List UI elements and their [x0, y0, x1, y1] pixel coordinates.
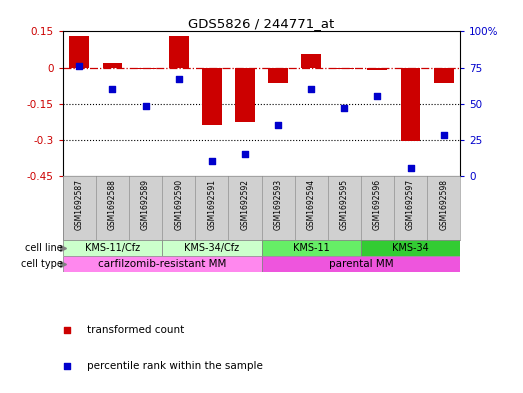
- Text: GSM1692597: GSM1692597: [406, 179, 415, 230]
- Text: carfilzomib-resistant MM: carfilzomib-resistant MM: [98, 259, 226, 269]
- Text: KMS-11/Cfz: KMS-11/Cfz: [85, 243, 140, 253]
- Point: [75, 63, 84, 69]
- Bar: [70, 36, 89, 68]
- Text: KMS-34/Cfz: KMS-34/Cfz: [184, 243, 240, 253]
- Bar: [434, 68, 453, 83]
- Bar: [334, 68, 354, 69]
- Bar: [368, 68, 388, 70]
- Title: GDS5826 / 244771_at: GDS5826 / 244771_at: [188, 17, 335, 30]
- Bar: [63, 256, 262, 272]
- Text: parental MM: parental MM: [328, 259, 393, 269]
- Bar: [268, 68, 288, 83]
- Text: GSM1692595: GSM1692595: [340, 179, 349, 230]
- Bar: [135, 68, 155, 69]
- Point: [63, 363, 71, 369]
- Text: percentile rank within the sample: percentile rank within the sample: [87, 361, 263, 371]
- Text: GSM1692598: GSM1692598: [439, 179, 448, 230]
- Point: [439, 132, 448, 138]
- Bar: [401, 68, 420, 141]
- Text: KMS-34: KMS-34: [392, 243, 429, 253]
- Text: GSM1692596: GSM1692596: [373, 179, 382, 230]
- Point: [241, 151, 249, 157]
- Point: [307, 86, 315, 92]
- Point: [274, 122, 282, 129]
- Point: [373, 93, 382, 99]
- Text: GSM1692594: GSM1692594: [306, 179, 316, 230]
- Text: GSM1692589: GSM1692589: [141, 179, 150, 230]
- Text: transformed count: transformed count: [87, 325, 184, 335]
- Point: [175, 76, 183, 82]
- Bar: [361, 240, 460, 256]
- Bar: [63, 240, 162, 256]
- Text: KMS-11: KMS-11: [293, 243, 329, 253]
- Bar: [262, 240, 361, 256]
- Point: [63, 327, 71, 333]
- Text: GSM1692591: GSM1692591: [207, 179, 217, 230]
- Bar: [262, 256, 460, 272]
- Point: [406, 165, 415, 172]
- Bar: [162, 240, 262, 256]
- Point: [340, 105, 348, 111]
- Bar: [169, 36, 189, 68]
- Point: [108, 86, 117, 92]
- Bar: [202, 68, 222, 125]
- Point: [208, 158, 216, 164]
- Text: GSM1692588: GSM1692588: [108, 179, 117, 230]
- Bar: [301, 54, 321, 68]
- Text: GSM1692587: GSM1692587: [75, 179, 84, 230]
- Bar: [235, 68, 255, 121]
- Bar: [103, 63, 122, 68]
- Text: cell line: cell line: [25, 243, 63, 253]
- Text: cell type: cell type: [21, 259, 63, 269]
- Text: GSM1692592: GSM1692592: [241, 179, 249, 230]
- Text: GSM1692593: GSM1692593: [274, 179, 282, 230]
- Text: GSM1692590: GSM1692590: [174, 179, 183, 230]
- Point: [141, 103, 150, 110]
